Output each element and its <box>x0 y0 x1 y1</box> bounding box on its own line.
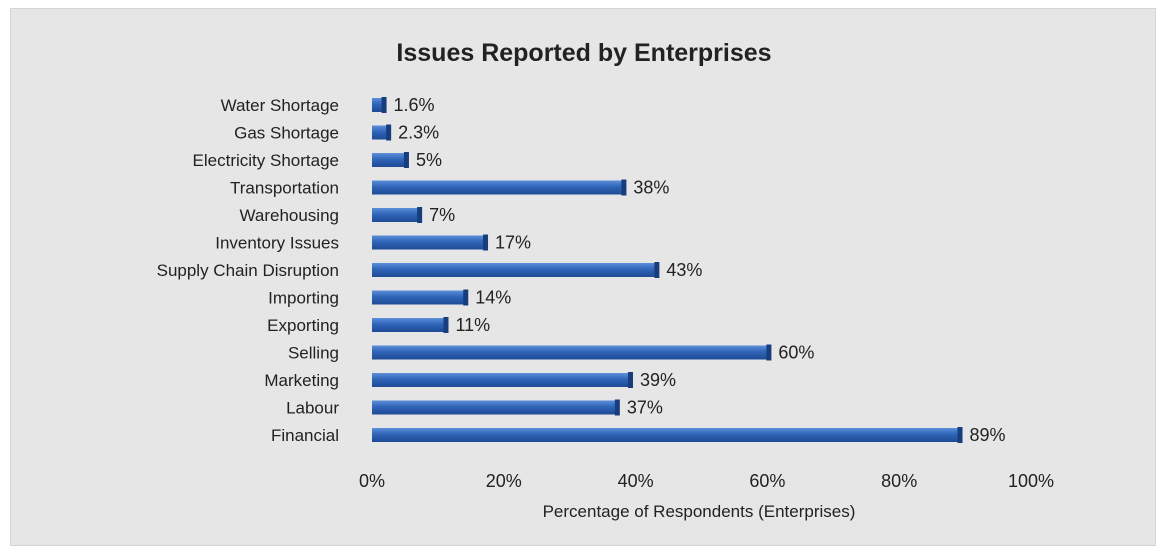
bar <box>372 180 623 195</box>
x-axis-ticks: 0% 20% 40% 60% 80% 100% <box>359 471 1054 491</box>
bar <box>372 318 445 332</box>
bar <box>372 208 419 222</box>
bar-end-cap <box>381 97 387 113</box>
bar-end-cap <box>654 262 660 278</box>
bar <box>372 153 405 167</box>
bar-end-cap <box>463 289 469 306</box>
bar <box>372 290 465 305</box>
data-label: 43% <box>666 260 702 280</box>
bar-end-cap <box>483 234 489 251</box>
data-label: 14% <box>475 288 511 308</box>
category-label: Gas Shortage <box>234 124 339 143</box>
data-label: 37% <box>627 398 663 418</box>
bar-end-cap <box>766 344 772 361</box>
bars-layer <box>372 97 963 443</box>
category-label: Water Shortage <box>221 96 339 115</box>
x-tick-label: 0% <box>359 471 385 491</box>
category-label: Warehousing <box>239 206 339 225</box>
bar-end-cap <box>621 179 627 196</box>
category-label: Importing <box>268 289 339 308</box>
bar-end-cap <box>957 427 963 443</box>
bar-end-cap <box>417 207 423 223</box>
category-label: Exporting <box>267 316 339 335</box>
category-label: Labour <box>286 399 339 418</box>
bar-end-cap <box>386 124 392 141</box>
data-label: 7% <box>429 205 455 225</box>
bar <box>372 373 630 387</box>
category-label: Inventory Issues <box>215 234 339 253</box>
x-tick-label: 40% <box>618 471 654 491</box>
data-label: 89% <box>970 425 1006 445</box>
bar <box>372 125 388 140</box>
data-label: 39% <box>640 370 676 390</box>
chart-frame: Issues Reported by Enterprises Water Sho… <box>10 8 1156 546</box>
category-label: Electricity Shortage <box>193 151 339 170</box>
bar <box>372 345 768 360</box>
bar <box>372 400 616 415</box>
data-label: 2.3% <box>398 123 439 143</box>
bar-end-cap <box>628 372 634 388</box>
category-label: Marketing <box>264 371 339 390</box>
data-label: 11% <box>455 315 490 335</box>
bar-end-cap <box>614 399 620 416</box>
chart-title: Issues Reported by Enterprises <box>396 39 772 67</box>
bar <box>372 235 485 250</box>
x-tick-label: 80% <box>881 471 917 491</box>
category-label: Transportation <box>230 179 339 198</box>
bar-end-cap <box>403 152 409 168</box>
data-label: 5% <box>416 150 442 170</box>
category-label: Supply Chain Disruption <box>157 261 339 280</box>
data-label: 17% <box>495 233 531 253</box>
bar-end-cap <box>443 317 449 333</box>
category-label: Selling <box>288 344 339 363</box>
data-label: 1.6% <box>394 95 435 115</box>
bar-chart-plot: Water Shortage 1.6% Gas Shortage 2.3% Electr… <box>157 95 1054 521</box>
data-label: 38% <box>633 178 669 198</box>
x-tick-label: 60% <box>749 471 785 491</box>
bar <box>372 428 959 442</box>
x-axis-title: Percentage of Respondents (Enterprises) <box>543 502 856 521</box>
x-tick-label: 20% <box>486 471 522 491</box>
bar <box>372 263 656 277</box>
category-label: Financial <box>271 426 339 445</box>
x-tick-label: 100% <box>1008 471 1054 491</box>
data-label: 60% <box>778 343 814 363</box>
labels-layer: Water Shortage 1.6% Gas Shortage 2.3% Electr… <box>157 95 1006 445</box>
bar <box>372 98 383 112</box>
